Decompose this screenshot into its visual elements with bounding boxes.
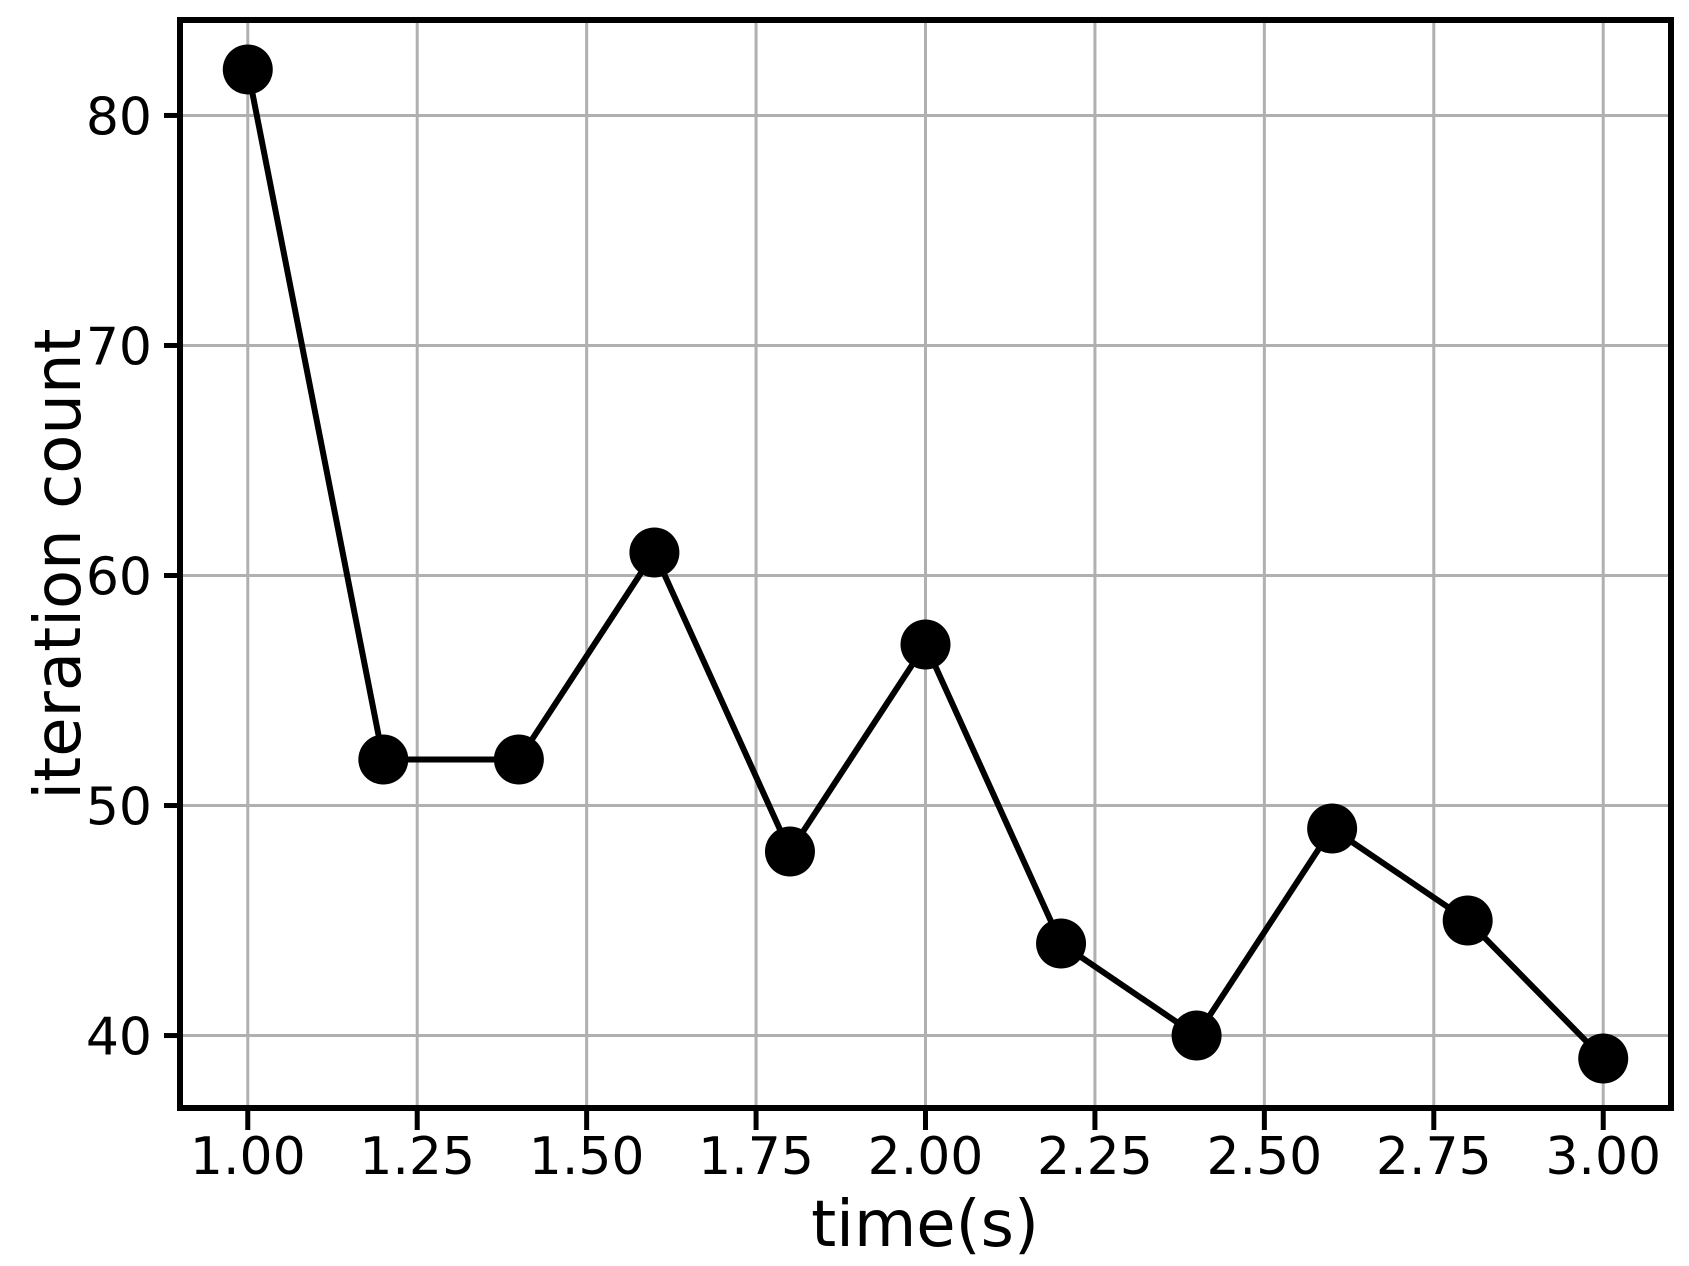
y-tick-label: 60: [86, 548, 152, 608]
tick-labels: 1.00 1.25 1.50 1.75 2.00 2.25 2.50 2.75 3.00 40 50…: [86, 87, 1661, 1187]
data-series: [222, 44, 1629, 1084]
data-point: [358, 734, 409, 785]
x-axis-label: time(s): [811, 1188, 1039, 1262]
plot-border: [177, 17, 1674, 1111]
data-point: [1442, 895, 1493, 946]
x-tick-label: 2.00: [868, 1127, 984, 1187]
data-point: [493, 734, 544, 785]
data-point: [629, 527, 680, 578]
data-point: [222, 44, 273, 95]
y-tick-label: 40: [86, 1008, 152, 1068]
y-axis-label: iteration count: [22, 328, 96, 799]
y-tick-label: 70: [86, 317, 152, 377]
axis-ticks: [164, 112, 1606, 1130]
x-tick-label: 1.00: [190, 1127, 306, 1187]
data-point: [1578, 1033, 1629, 1084]
x-tick-label: 1.75: [698, 1127, 814, 1187]
x-tick-label: 1.50: [529, 1127, 645, 1187]
data-point: [1307, 803, 1358, 854]
x-tick-label: 3.00: [1545, 1127, 1661, 1187]
y-tick-label: 50: [86, 778, 152, 838]
x-tick-label: 2.50: [1206, 1127, 1322, 1187]
data-point: [764, 826, 815, 877]
grid-lines: [180, 20, 1671, 1108]
data-point: [1036, 918, 1087, 969]
x-tick-label: 1.25: [359, 1127, 475, 1187]
data-point: [900, 619, 951, 670]
data-point: [1171, 1010, 1222, 1061]
x-tick-label: 2.75: [1376, 1127, 1492, 1187]
x-tick-label: 2.25: [1037, 1127, 1153, 1187]
y-tick-label: 80: [86, 87, 152, 147]
